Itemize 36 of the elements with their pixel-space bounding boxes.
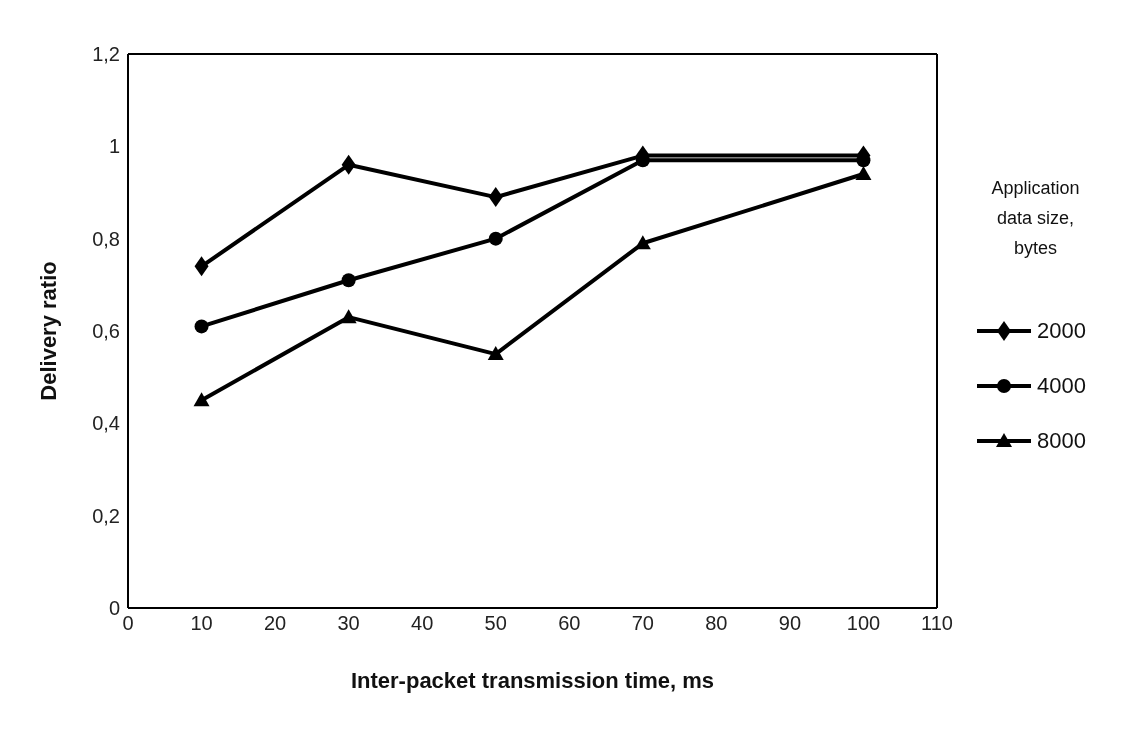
- y-tick-label: 0,4: [92, 412, 120, 435]
- y-tick-label: 1: [108, 135, 120, 158]
- x-tick-label: 70: [631, 612, 654, 635]
- x-tick-label: 0: [122, 612, 134, 635]
- point: [194, 319, 209, 334]
- legend-label: 2000: [1037, 317, 1086, 344]
- point: [340, 309, 357, 324]
- x-axis-title: Inter-packet transmission time, ms: [350, 668, 715, 693]
- x-tick-label: 60: [558, 612, 581, 635]
- y-axis-title: Delivery ratio: [35, 261, 61, 401]
- x-tick-label: 100: [846, 612, 881, 635]
- point: [194, 256, 209, 277]
- point: [341, 273, 356, 288]
- x-tick-label: 90: [778, 612, 802, 635]
- x-tick-label: 30: [337, 612, 360, 635]
- point: [487, 346, 504, 361]
- y-tick-label: 0,6: [92, 320, 120, 343]
- legend-label: 8000: [1037, 427, 1086, 454]
- point: [193, 392, 210, 407]
- y-tick-label: 1,2: [92, 43, 120, 66]
- x-tick-label: 80: [705, 612, 728, 635]
- point: [341, 154, 356, 175]
- x-tick-label: 50: [484, 612, 507, 635]
- point: [855, 166, 872, 181]
- y-tick-label: 0,2: [92, 504, 120, 527]
- x-tick-label: 20: [263, 612, 287, 635]
- point: [634, 235, 651, 250]
- legend-title: Application data size, bytes: [990, 177, 1081, 260]
- y-tick-label: 0: [108, 597, 120, 620]
- legend-label: 4000: [1037, 372, 1086, 399]
- point: [488, 231, 503, 246]
- x-tick-label: 110: [921, 612, 953, 635]
- x-tick-label: 10: [190, 612, 213, 635]
- x-tick-label: 40: [411, 612, 434, 635]
- y-tick-label: 0,8: [92, 227, 120, 250]
- point: [488, 187, 503, 208]
